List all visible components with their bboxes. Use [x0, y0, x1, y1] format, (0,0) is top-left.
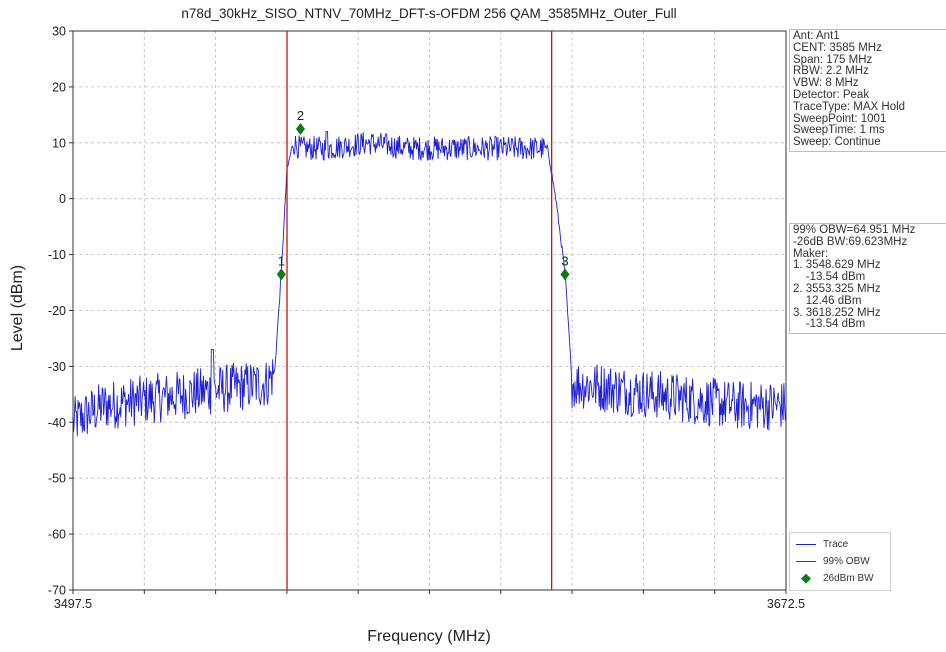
measurement-results-box: 99% OBW=64.951 MHz -26dB BW:69.623MHz Make… — [789, 223, 946, 335]
marker-label: 3 — [561, 253, 568, 268]
y-tick-label: -50 — [48, 472, 66, 486]
y-tick-label: -60 — [48, 528, 66, 542]
y-tick-label: -20 — [48, 304, 66, 318]
legend-item-obw: 99% OBW — [796, 554, 870, 568]
legend-item-26dbm-bw: ◆ 26dBm BW — [796, 571, 874, 585]
measurement-line: 99% OBW=64.951 MHz — [793, 224, 916, 236]
settings-line: Span: 175 MHz — [793, 53, 873, 66]
y-axis: 30 20 10 0 -10 -20 -30 -40 -50 -60 -70 — [48, 25, 73, 598]
y-tick-label: 0 — [59, 192, 66, 206]
x-tick-label: 3497.5 — [54, 597, 92, 611]
bw-markers: 1 2 3 — [276, 108, 570, 281]
legend-label: Trace — [823, 538, 849, 550]
grid — [73, 31, 786, 590]
marker-label: 1 — [278, 253, 285, 268]
measurement-line: -13.54 dBm — [793, 271, 866, 284]
settings-line: Detector: Peak — [793, 88, 870, 101]
y-tick-label: 10 — [52, 136, 66, 150]
measurement-line: Maker: — [793, 247, 829, 260]
legend-line-icon — [796, 543, 816, 545]
legend-label: 26dBm BW — [823, 572, 874, 584]
legend-item-trace: Trace — [796, 537, 848, 551]
y-tick-label: 30 — [52, 25, 66, 39]
measurement-line: -13.54 dBm — [793, 318, 866, 331]
measurement-line: 2. 3553.325 MHz — [793, 282, 881, 295]
settings-line: TraceType: MAX Hold — [793, 100, 906, 113]
measurement-line: 3. 3618.252 MHz — [793, 306, 881, 319]
marker-label: 2 — [297, 108, 304, 123]
x-tick-label: 3672.5 — [767, 597, 805, 611]
settings-line: SweepTime: 1 ms — [793, 124, 885, 137]
marker-diamond — [276, 268, 286, 281]
legend-line-icon — [796, 560, 816, 562]
measurement-line: -26dB BW:69.623MHz — [793, 235, 908, 248]
y-tick-label: -10 — [48, 248, 66, 262]
y-tick-label: 20 — [52, 80, 66, 94]
settings-line: CENT: 3585 MHz — [793, 41, 882, 54]
y-tick-label: -30 — [48, 360, 66, 374]
measurement-line: 12.46 dBm — [793, 294, 862, 307]
settings-line: Sweep: Continue — [793, 136, 881, 149]
legend-label: 99% OBW — [823, 555, 870, 567]
trace-series — [72, 131, 787, 437]
obw-lines — [286, 31, 553, 590]
chart-legend: Trace 99% OBW ◆ 26dBm BW — [789, 532, 891, 591]
trace-line — [72, 131, 787, 437]
marker-diamond — [560, 268, 570, 281]
marker-diamond — [295, 123, 305, 136]
y-axis-label: Level (dBm) — [9, 265, 26, 351]
x-axis: 3497.5 3672.5 — [54, 590, 805, 611]
settings-line: Ant: Ant1 — [793, 30, 840, 42]
settings-line: SweepPoint: 1001 — [793, 112, 887, 125]
analyzer-settings-box: Ant: Ant1 CENT: 3585 MHz Span: 175 MHz RBW:… — [789, 29, 946, 152]
chart-title: n78d_30kHz_SISO_NTNV_70MHz_DFT-s-OFDM 25… — [181, 6, 676, 21]
settings-line: RBW: 2.2 MHz — [793, 65, 869, 78]
diamond-icon: ◆ — [801, 570, 811, 585]
measurement-line: 1. 3548.629 MHz — [793, 259, 881, 272]
y-tick-label: -40 — [48, 416, 66, 430]
y-tick-label: -70 — [48, 584, 66, 598]
x-axis-label: Frequency (MHz) — [367, 628, 491, 645]
settings-line: VBW: 8 MHz — [793, 77, 859, 90]
